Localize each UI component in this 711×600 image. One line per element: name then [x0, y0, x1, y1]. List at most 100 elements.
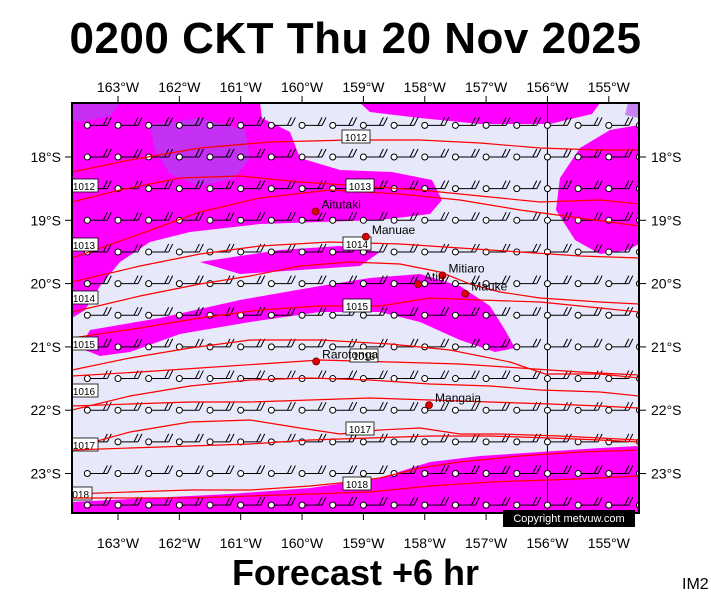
wind-barb — [83, 117, 112, 129]
wind-barb — [574, 180, 603, 193]
isobars-layer: 1012 1012 1013 1013 1014 1014 1015 1015 1016 1016… — [72, 129, 639, 501]
wind-barb — [635, 185, 639, 193]
wind-barb — [237, 496, 266, 509]
place-label: Atiu — [424, 270, 445, 284]
wind-barb — [206, 496, 235, 509]
wind-barb — [145, 212, 174, 224]
wind-barb — [237, 465, 266, 477]
lon-label-top: 161°W — [220, 79, 263, 95]
isobar-line — [72, 339, 639, 379]
wind-barb — [605, 338, 634, 351]
wind-barb — [482, 401, 511, 414]
wind-barb — [605, 465, 634, 477]
wind-barb — [114, 212, 143, 224]
wind-barb — [329, 148, 358, 161]
lon-label-bottom: 163°W — [97, 535, 140, 551]
wind-barb — [114, 465, 143, 477]
isobar-label: 1012 — [73, 182, 96, 193]
wind-barb — [114, 433, 143, 446]
copyright-label: Copyright metvuw.com — [513, 513, 624, 525]
wind-barb — [298, 275, 327, 288]
wind-barb — [145, 275, 174, 288]
wind-barb — [206, 212, 235, 224]
wind-barb — [83, 212, 112, 224]
wind-barb — [543, 338, 572, 351]
lon-label-top: 162°W — [158, 79, 201, 95]
isobar-label: 1015 — [73, 340, 96, 351]
wind-barb — [421, 117, 450, 129]
wind-barb — [482, 180, 511, 193]
lon-label-bottom: 159°W — [342, 535, 385, 551]
wind-barb — [543, 180, 572, 193]
wind-barb — [298, 307, 327, 319]
lat-label-right: 22°S — [651, 402, 682, 418]
wind-barb — [329, 338, 358, 351]
wind-barb — [482, 212, 511, 224]
wind-barb — [329, 496, 358, 509]
wind-barb — [83, 148, 112, 161]
wind-barb — [421, 465, 450, 477]
wind-barb — [175, 117, 204, 129]
wind-barb — [390, 401, 419, 414]
wind-barb — [574, 465, 603, 477]
wind-barb — [543, 307, 572, 319]
wind-barb — [605, 243, 634, 256]
wind-barb — [574, 496, 603, 509]
wind-barb — [513, 180, 542, 193]
wind-barb — [114, 243, 143, 256]
wind-barb — [574, 148, 603, 161]
wind-barb — [359, 496, 388, 509]
wind-barb — [175, 370, 204, 383]
isobar-line — [72, 475, 639, 499]
wind-barb — [114, 148, 143, 161]
isobar-line — [72, 419, 639, 449]
wind-barb — [451, 465, 480, 477]
wind-barb — [267, 307, 296, 319]
place-atiu: Atiu — [414, 270, 445, 289]
wind-barb — [114, 307, 143, 319]
wind-barb — [206, 117, 235, 129]
wind-barb — [298, 496, 327, 509]
isobar-label: 1013 — [73, 241, 96, 252]
wind-barb — [267, 465, 296, 477]
lon-label-bottom: 157°W — [465, 535, 508, 551]
wind-barb — [206, 180, 235, 193]
wind-barb — [298, 243, 327, 256]
wind-barb — [267, 401, 296, 414]
place-aitutaki: Aitutaki — [311, 197, 361, 216]
wind-barb — [421, 401, 450, 414]
wind-barb — [359, 275, 388, 288]
wind-barb — [513, 275, 542, 288]
place-label: Mauke — [471, 280, 507, 294]
wind-barb — [543, 117, 572, 129]
wind-barb — [513, 307, 542, 319]
lat-label-left: 20°S — [30, 276, 61, 292]
wind-barb — [421, 433, 450, 446]
isobar-label-box — [72, 290, 99, 305]
wind-barb — [451, 338, 480, 351]
isobar-label: 1014 — [346, 240, 369, 251]
wind-barb — [451, 117, 480, 129]
lat-label-right: 19°S — [651, 212, 682, 228]
wind-barb — [145, 117, 174, 129]
lon-label-bottom: 158°W — [404, 535, 447, 551]
wind-barb — [482, 433, 511, 446]
wind-barb — [175, 465, 204, 477]
wind-barb — [83, 275, 112, 288]
wind-barb — [390, 496, 419, 509]
wind-barb — [359, 401, 388, 414]
wind-barb — [267, 117, 296, 129]
wind-barb — [175, 496, 204, 509]
wind-barb — [390, 243, 419, 256]
wind-barb — [359, 117, 388, 129]
wind-barb — [329, 117, 358, 129]
wind-barb — [421, 496, 450, 509]
wind-barb — [267, 148, 296, 161]
isobar-line — [72, 397, 639, 409]
wind-barb — [175, 401, 204, 414]
wind-barb — [574, 338, 603, 351]
place-dot — [414, 280, 422, 289]
lon-label-top: 163°W — [97, 79, 140, 95]
wind-barb — [145, 180, 174, 193]
